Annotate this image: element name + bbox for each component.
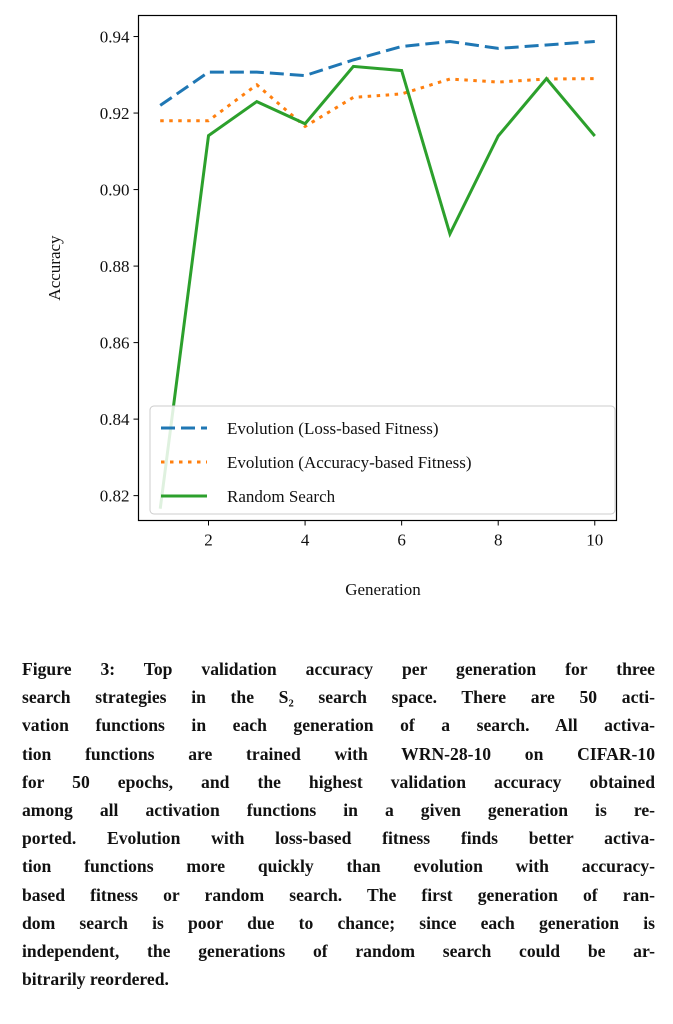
legend-label: Evolution (Loss-based Fitness) <box>227 419 439 438</box>
figure-caption: Figure 3: Top validation accuracy per ge… <box>22 655 655 993</box>
y-tick-label: 0.82 <box>100 487 130 506</box>
caption-line: independent, the generations of random s… <box>22 941 655 962</box>
caption-line: tion functions are trained with WRN-28-1… <box>22 743 655 764</box>
y-axis-label: Accuracy <box>45 235 64 301</box>
x-axis-label: Generation <box>345 580 421 599</box>
accuracy-chart: 2 4 6 8 10 0.82 0.84 0.86 0.88 0.90 0.92 0.94 Gener… <box>45 14 618 599</box>
caption-line: ported. Evolution with loss-based fitnes… <box>22 828 655 849</box>
caption-line: among all activation functions in a give… <box>22 800 655 821</box>
series-line-1 <box>160 77 595 129</box>
x-tick-label: 4 <box>301 531 310 550</box>
series-line-2 <box>158 64 596 509</box>
x-tick-label: 2 <box>204 531 213 550</box>
caption-line: tion functions more quickly than evoluti… <box>22 856 655 877</box>
legend-label: Evolution (Accuracy-based Fitness) <box>227 453 472 472</box>
legend-box <box>149 405 616 515</box>
plot-frame <box>137 14 618 522</box>
caption-line: search strategies in the S₂ search space… <box>22 687 655 708</box>
legend: Evolution (Loss-based Fitness) Evolution … <box>149 405 616 515</box>
caption-line: vation functions in each generation of a… <box>22 715 655 736</box>
y-tick-label: 0.94 <box>100 28 130 47</box>
y-tick-label: 0.88 <box>100 257 130 276</box>
x-tick-label: 8 <box>494 531 503 550</box>
caption-line: dom search is poor due to chance; since … <box>22 912 655 933</box>
y-tick-label: 0.86 <box>100 334 130 353</box>
caption-line: bitrarily reordered. <box>22 969 169 990</box>
y-tick-label: 0.92 <box>100 104 130 123</box>
y-tick-label: 0.90 <box>100 181 130 200</box>
legend-label: Random Search <box>227 487 336 506</box>
caption-line: for 50 epochs, and the highest validatio… <box>22 771 655 792</box>
x-tick-label: 6 <box>397 531 406 550</box>
series-line-0 <box>159 40 595 107</box>
x-tick-label: 10 <box>586 531 603 550</box>
caption-line: Figure 3: Top validation accuracy per ge… <box>22 659 655 679</box>
caption-line: based fitness or random search. The firs… <box>22 884 655 905</box>
y-tick-label: 0.84 <box>100 410 130 429</box>
